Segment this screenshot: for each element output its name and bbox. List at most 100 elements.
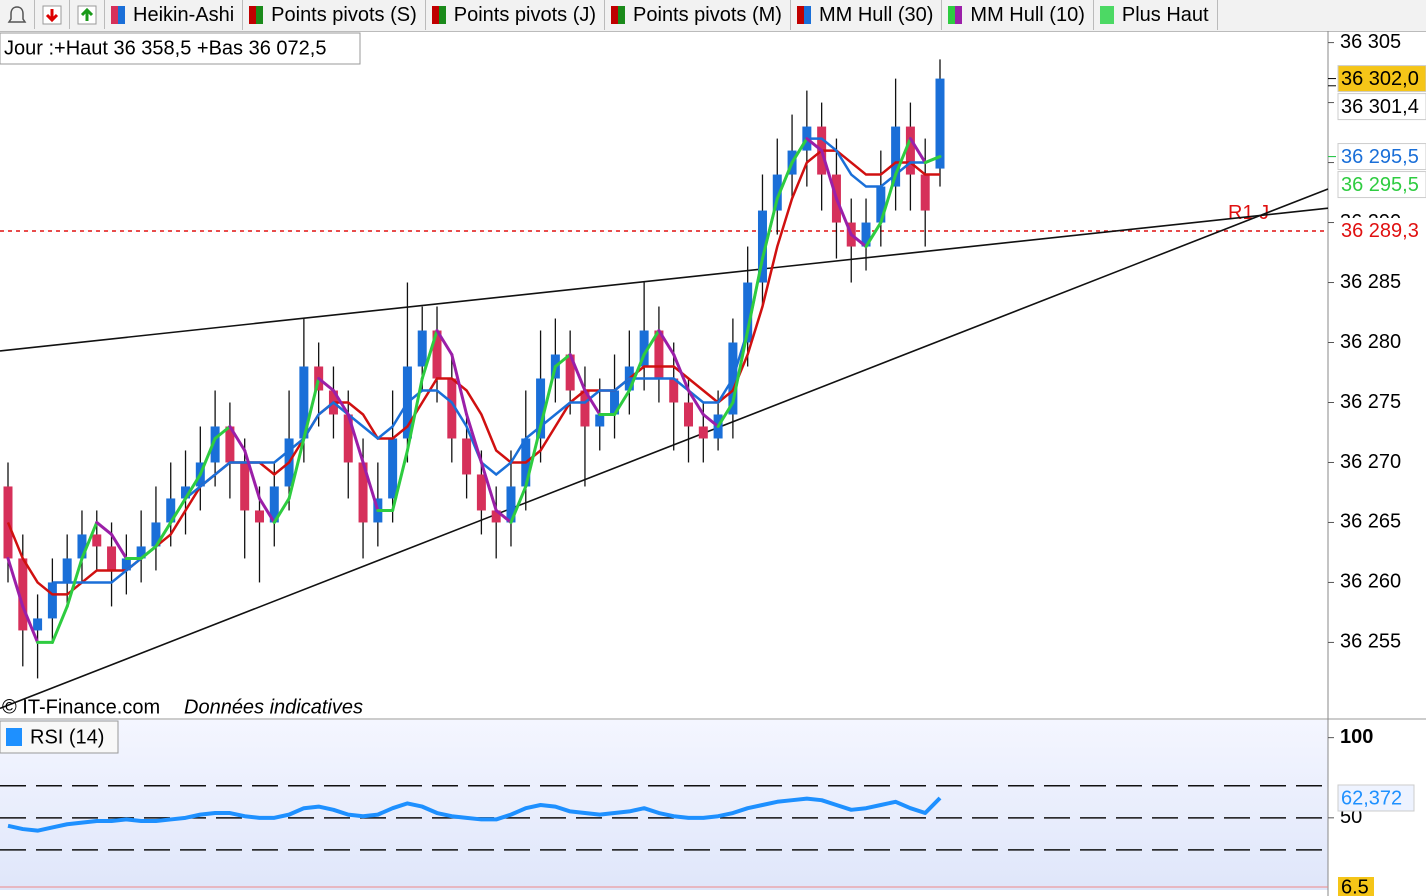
hull-segment — [820, 149, 838, 201]
ma-line — [6, 149, 940, 596]
price-marker — [1337, 143, 1426, 171]
hull-segment — [775, 161, 794, 201]
legend-item[interactable]: Heikin-Ashi — [105, 0, 244, 30]
legend-swatch — [431, 6, 446, 24]
hull-segment — [184, 472, 202, 500]
candle-body — [580, 390, 590, 427]
hull-segment — [257, 496, 276, 524]
alert-button[interactable] — [0, 0, 35, 29]
legend-swatch — [948, 6, 963, 24]
hull-segment — [139, 544, 158, 560]
candle-body — [462, 438, 472, 475]
hull-segment — [169, 496, 188, 524]
hull-segment — [494, 508, 513, 524]
legend-label: Points pivots (J) — [453, 3, 597, 26]
hull-segment — [627, 353, 646, 392]
rsi-value-label: 62,372 — [1341, 787, 1402, 809]
chart: 36 255 36 260 36 265 36 270 36 275 36 280 36 2… — [0, 31, 1426, 896]
hull-segment — [746, 257, 764, 333]
hull-segment — [272, 496, 291, 524]
candle-body — [669, 378, 679, 403]
hull-segment — [110, 532, 128, 560]
hull-segment — [923, 155, 942, 165]
hull-segment — [524, 424, 543, 488]
candle-body — [254, 510, 264, 523]
hull-segment — [302, 376, 321, 440]
hull-segment — [80, 520, 99, 560]
hull-segment — [716, 400, 735, 428]
candle-body — [506, 486, 516, 523]
hull-segment — [790, 137, 809, 165]
price-marker-label: 36 295,5 — [1341, 146, 1419, 168]
candle-body — [299, 366, 309, 439]
candle-body — [491, 510, 501, 523]
pivot-label: R1 J — [1228, 202, 1269, 224]
legend-item[interactable]: Plus Haut — [1094, 0, 1218, 30]
hull-segment — [672, 353, 691, 392]
candle-body — [33, 618, 43, 631]
hull-segment — [420, 329, 439, 380]
hull-segment — [331, 388, 350, 416]
price-marker — [1337, 171, 1426, 199]
candle-body — [181, 486, 191, 499]
candle-body — [269, 486, 279, 523]
y-tick-label: 36 255 — [1340, 631, 1401, 653]
candle-body — [62, 558, 72, 583]
hull-segment — [287, 436, 306, 500]
hull-segment — [50, 604, 69, 644]
price-marker — [1337, 65, 1426, 93]
legend-swatch — [796, 6, 811, 24]
legend-item[interactable]: Points pivots (S) — [243, 0, 426, 30]
candle-body — [891, 126, 901, 187]
price-marker — [1337, 93, 1426, 121]
hull-segment — [465, 412, 483, 464]
rsi-title: RSI (14) — [30, 726, 104, 748]
candle-body — [610, 390, 620, 415]
sell-button[interactable] — [35, 0, 70, 29]
candle-body — [358, 462, 368, 523]
hull-segment — [6, 556, 25, 608]
candle-body — [639, 330, 649, 367]
y-tick-label: 36 265 — [1340, 511, 1401, 533]
candle-body — [772, 174, 782, 211]
candle-body — [905, 126, 915, 175]
legend-item[interactable]: Points pivots (J) — [426, 0, 606, 30]
y-tick-label: 100 — [1340, 726, 1373, 748]
legend-item[interactable]: MM Hull (10) — [942, 0, 1094, 30]
candle-body — [935, 78, 945, 169]
legend-swatch — [1099, 6, 1114, 24]
candle-body — [876, 186, 886, 223]
legend-label: MM Hull (30) — [818, 3, 934, 26]
hull-segment — [834, 197, 853, 237]
hull-segment — [908, 137, 927, 165]
header-box — [0, 32, 361, 65]
legend-label: MM Hull (10) — [970, 3, 1085, 26]
y-tick-label: 36 270 — [1340, 451, 1401, 473]
y-tick-label: 36 280 — [1340, 331, 1401, 353]
y-tick-label: 36 260 — [1340, 571, 1401, 593]
bottom-label: 6.5 — [1341, 876, 1369, 896]
legend-label: Points pivots (S) — [271, 3, 417, 26]
legend-label: Points pivots (M) — [633, 3, 782, 26]
candle-body — [757, 210, 767, 283]
price-marker-label: 36 301,4 — [1341, 96, 1419, 118]
buy-button[interactable] — [70, 0, 105, 29]
hull-segment — [317, 376, 335, 392]
hull-segment — [731, 329, 750, 404]
candle-body — [77, 534, 87, 559]
candle-body — [565, 354, 575, 391]
candle-body — [861, 222, 871, 247]
hull-segment — [642, 329, 661, 357]
bottom-marker — [1338, 877, 1374, 896]
hull-segment — [361, 460, 380, 512]
hull-segment — [553, 353, 572, 369]
hull-segment — [391, 448, 409, 512]
candle-body — [210, 426, 220, 463]
header-text: Jour :+Haut 36 358,5 +Bas 36 072,5 — [4, 37, 326, 59]
hull-segment — [657, 329, 676, 357]
rsi-line — [7, 796, 942, 833]
legend-item[interactable]: MM Hull (30) — [791, 0, 943, 30]
credit: © IT-Finance.com — [2, 696, 160, 718]
candle-body — [47, 582, 57, 619]
legend-item[interactable]: Points pivots (M) — [605, 0, 791, 30]
